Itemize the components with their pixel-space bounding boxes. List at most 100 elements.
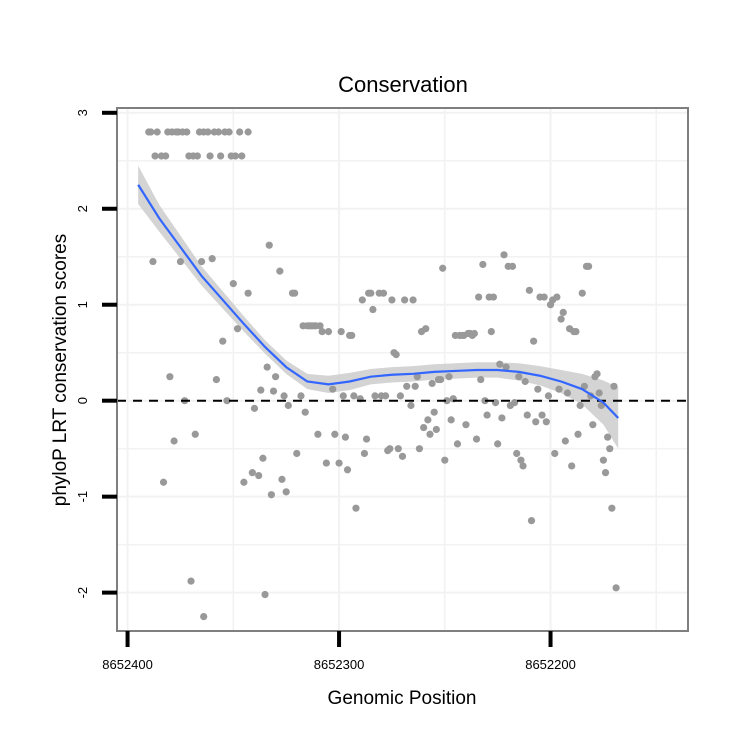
data-point-151 xyxy=(489,293,498,301)
y-tick-label-1: -1 xyxy=(75,491,90,503)
data-point-193 xyxy=(578,289,586,297)
data-point-185 xyxy=(561,437,569,445)
data-point-101 xyxy=(381,392,390,400)
data-point-35 xyxy=(187,577,195,585)
data-point-180 xyxy=(551,449,559,458)
data-point-111 xyxy=(403,382,411,390)
data-point-129 xyxy=(443,397,451,405)
data-point-51 xyxy=(259,454,267,462)
data-point-64 xyxy=(291,289,299,297)
data-point-207 xyxy=(608,504,616,512)
data-point-162 xyxy=(513,449,521,458)
data-point-200 xyxy=(593,370,601,378)
data-point-192 xyxy=(576,401,584,410)
data-point-108 xyxy=(396,392,404,400)
data-point-80 xyxy=(331,430,339,438)
data-point-44 xyxy=(233,325,242,333)
data-point-184 xyxy=(559,308,567,317)
y-axis-ticks: -2 -1 0 1 2 3 xyxy=(75,109,117,598)
data-point-131 xyxy=(447,416,455,424)
data-point-170 xyxy=(530,337,538,345)
data-point-68 xyxy=(301,408,309,416)
data-point-208 xyxy=(610,382,618,390)
data-point-191 xyxy=(574,430,582,438)
data-point-171 xyxy=(532,418,540,426)
data-point-78 xyxy=(324,327,333,336)
data-point-84 xyxy=(341,433,349,441)
data-point-66 xyxy=(297,392,305,400)
data-point-153 xyxy=(494,440,502,448)
data-point-160 xyxy=(508,262,517,270)
data-point-144 xyxy=(475,293,483,301)
data-point-116 xyxy=(415,445,424,453)
data-point-106 xyxy=(392,351,400,359)
data-point-52 xyxy=(261,590,269,599)
x-tick-label-2: 8652200 xyxy=(525,657,576,672)
data-point-163 xyxy=(515,373,523,381)
data-point-164 xyxy=(517,456,525,464)
data-point-167 xyxy=(523,411,531,419)
data-point-169 xyxy=(527,517,536,525)
data-point-119 xyxy=(422,325,430,333)
data-point-54 xyxy=(265,241,273,249)
x-axis-ticks: 8652400 8652300 8652200 xyxy=(102,631,576,672)
data-point-206 xyxy=(606,445,614,453)
data-point-168 xyxy=(525,286,533,294)
data-point-87 xyxy=(348,331,356,340)
data-point-36 xyxy=(191,430,199,438)
data-point-41 xyxy=(219,337,227,345)
data-point-26 xyxy=(236,128,244,136)
data-point-104 xyxy=(388,296,396,304)
data-point-115 xyxy=(413,373,421,381)
data-point-172 xyxy=(534,385,542,393)
data-point-198 xyxy=(589,421,597,429)
data-point-38 xyxy=(200,613,208,621)
x-tick-label-0: 8652400 xyxy=(102,657,153,672)
data-point-186 xyxy=(563,389,572,397)
y-tick-label-3: 1 xyxy=(75,301,90,308)
chart-title: Conservation xyxy=(338,72,468,97)
data-point-40 xyxy=(212,375,220,384)
y-tick-label-2: 0 xyxy=(75,397,90,404)
data-point-95 xyxy=(367,289,375,297)
data-point-128 xyxy=(441,456,449,464)
data-point-88 xyxy=(350,392,358,400)
data-point-50 xyxy=(257,386,265,394)
data-point-201 xyxy=(595,389,603,397)
data-point-2 xyxy=(151,152,159,160)
data-point-82 xyxy=(337,327,345,336)
data-point-188 xyxy=(568,462,576,470)
data-point-61 xyxy=(282,488,290,496)
data-point-43 xyxy=(229,280,237,288)
data-point-62 xyxy=(284,401,292,410)
data-point-31 xyxy=(166,373,174,381)
data-point-150 xyxy=(487,327,495,336)
data-point-74 xyxy=(314,430,322,438)
data-point-77 xyxy=(322,459,330,467)
smooth-line xyxy=(137,184,620,419)
data-point-18 xyxy=(206,152,214,160)
data-point-37 xyxy=(197,257,206,266)
confidence-band xyxy=(138,165,619,449)
data-point-91 xyxy=(358,296,366,304)
data-point-130 xyxy=(445,373,453,381)
data-point-100 xyxy=(379,289,388,297)
data-point-11 xyxy=(183,128,191,136)
data-point-89 xyxy=(352,504,360,512)
data-point-29 xyxy=(149,257,157,266)
data-point-57 xyxy=(272,373,280,381)
scatter-points xyxy=(145,128,620,621)
y-tick-label-5: 3 xyxy=(75,109,90,116)
data-point-21 xyxy=(217,152,225,160)
y-tick-label-4: 2 xyxy=(75,205,90,212)
x-tick-label-1: 8652300 xyxy=(314,657,365,672)
data-point-33 xyxy=(176,257,185,266)
data-point-59 xyxy=(278,475,286,483)
data-point-1 xyxy=(147,128,155,136)
data-point-203 xyxy=(599,456,608,464)
data-point-30 xyxy=(159,478,168,486)
data-point-156 xyxy=(500,251,508,259)
data-point-76 xyxy=(318,327,326,336)
data-point-126 xyxy=(436,375,445,384)
